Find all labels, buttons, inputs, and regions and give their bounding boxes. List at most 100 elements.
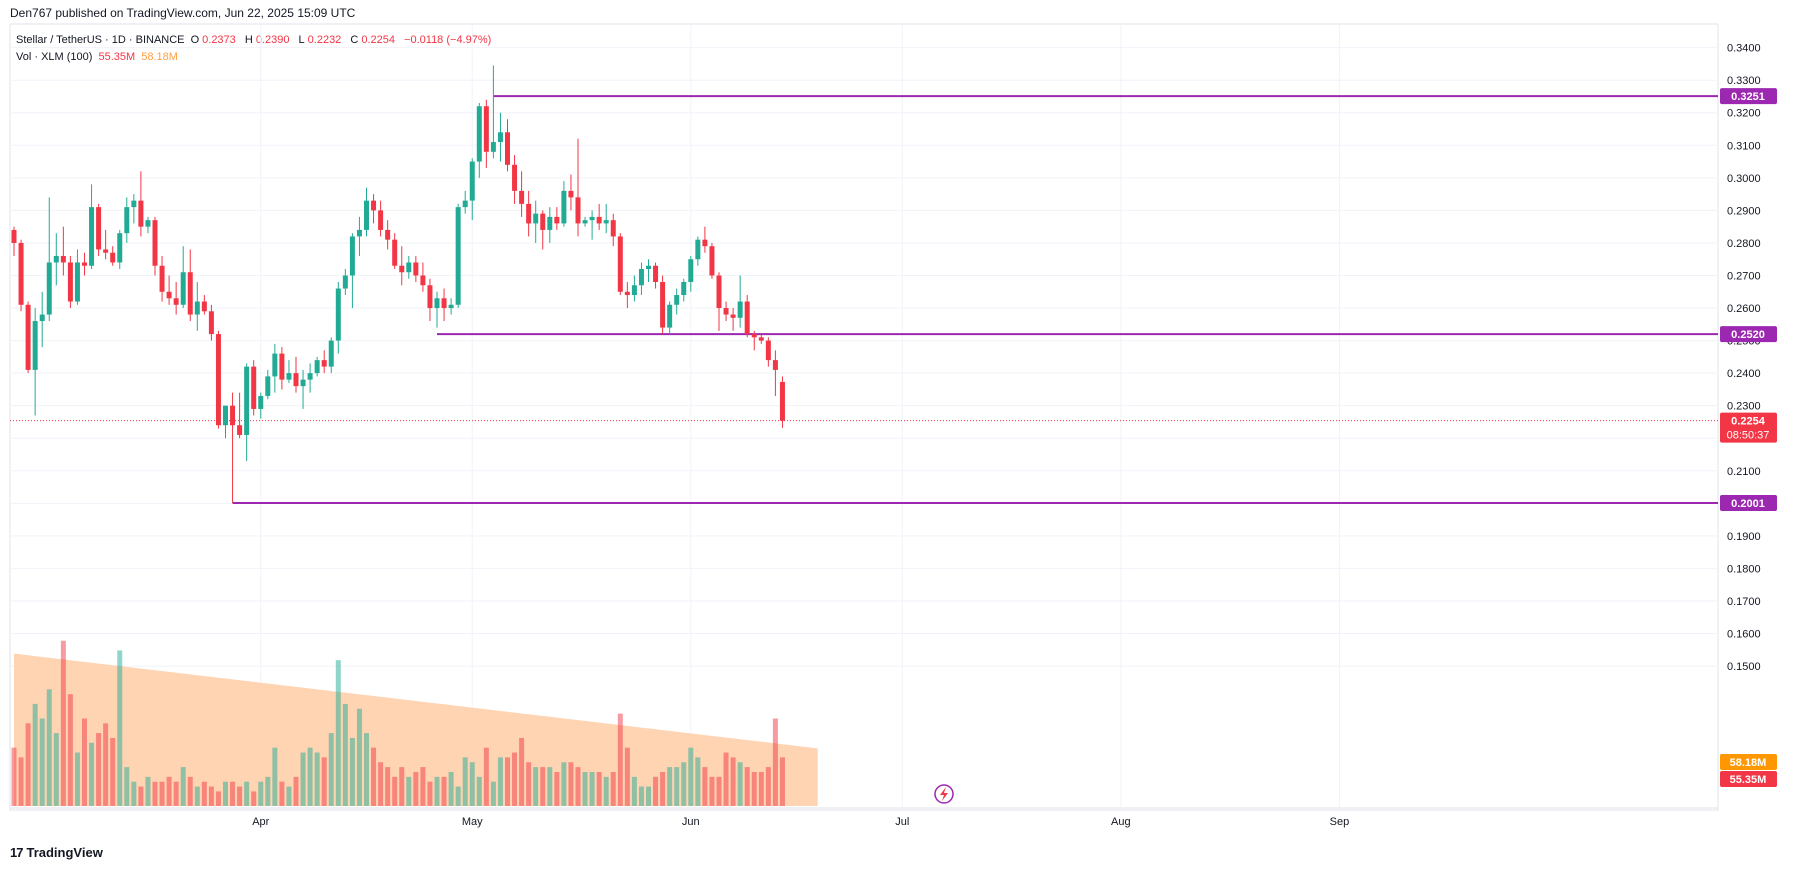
candlesticks <box>11 65 785 504</box>
volume-bar <box>533 767 539 806</box>
level-price-tag-bg <box>1720 495 1777 512</box>
price-tick-label: 0.3000 <box>1727 173 1761 185</box>
candle-body <box>596 216 602 224</box>
volume-bar <box>483 747 489 806</box>
volume-bar <box>110 737 116 806</box>
price-tick-label: 0.3200 <box>1727 108 1761 120</box>
volume-bar <box>434 776 440 806</box>
candle-body <box>230 405 236 426</box>
candle-body <box>758 337 764 341</box>
volume-bar <box>455 786 461 806</box>
candle-body <box>11 229 17 243</box>
volume-bar <box>660 771 666 806</box>
volume-bar <box>124 767 130 806</box>
volume-bar <box>765 767 771 806</box>
volume-bar <box>32 703 38 806</box>
candle-body <box>702 239 708 247</box>
price-tick-label: 0.3100 <box>1727 140 1761 152</box>
price-tags: 0.3251 0.2520 0.2001 0.2254 08:50:37 58.18M 55… <box>1720 88 1777 787</box>
volume-bar <box>448 771 454 806</box>
candle-body <box>646 265 651 269</box>
candle-body <box>82 262 87 266</box>
volume-bar <box>39 718 45 806</box>
volume-bar <box>46 689 52 806</box>
candle-body <box>187 272 193 315</box>
volume-bar <box>744 767 750 806</box>
volume-label[interactable]: Vol · XLM (100) <box>16 51 93 63</box>
candle-body <box>448 304 454 309</box>
candle-body <box>293 373 299 387</box>
volume-bar <box>89 742 95 806</box>
tradingview-brand[interactable]: 17 TradingView <box>10 845 103 860</box>
candle-body <box>39 314 45 322</box>
price-tick-label: 0.1600 <box>1727 629 1761 641</box>
volume-bar <box>582 771 588 806</box>
candle-body <box>237 425 243 435</box>
candle-body <box>462 200 468 208</box>
volume-bar <box>279 781 285 806</box>
candle-body <box>737 301 743 318</box>
candle-body <box>180 272 186 305</box>
volume-bar <box>589 771 595 806</box>
volume-bar <box>371 747 377 806</box>
price-chart[interactable]: 0.3400 0.3300 0.3200 0.3100 0.3000 0.2900 0.28… <box>0 0 1794 840</box>
volume-bar <box>74 752 80 806</box>
price-tick-label: 0.2100 <box>1727 466 1761 478</box>
volume-bar <box>152 781 158 806</box>
volume-bar <box>561 762 567 806</box>
volume-bar <box>596 771 602 806</box>
candle-body <box>32 321 38 370</box>
candle-body <box>547 216 553 230</box>
low-value: 0.2232 <box>307 34 342 46</box>
candle-body <box>117 233 123 263</box>
volume-bar <box>53 733 59 806</box>
candle-body <box>74 262 80 302</box>
volume-bar <box>610 771 616 806</box>
volume-bar <box>131 781 137 806</box>
symbol-name[interactable]: Stellar / TetherUS · 1D · BINANCE <box>16 34 185 46</box>
volume-bar <box>709 776 715 806</box>
candle-body <box>779 381 785 421</box>
symbol-legend: Stellar / TetherUS · 1D · BINANCE O 0.237… <box>16 34 494 46</box>
countdown-tag: 08:50:37 <box>1727 430 1770 442</box>
lightning-icon[interactable] <box>934 784 954 804</box>
volume-bar <box>237 786 243 806</box>
level-price-tag: 0.3251 <box>1731 91 1765 103</box>
candle-body <box>674 295 680 305</box>
candle-body <box>638 268 644 286</box>
price-tick-label: 0.2900 <box>1727 205 1761 217</box>
candle-body <box>378 210 384 230</box>
volume-bar <box>138 786 144 806</box>
candle-body <box>653 265 659 282</box>
candle-body <box>201 301 207 312</box>
price-tick-label: 0.1900 <box>1727 531 1761 543</box>
candle-body <box>568 190 574 198</box>
candle-body <box>624 291 630 296</box>
level-price-tag-bg <box>1720 326 1777 343</box>
volume-bar <box>378 762 384 806</box>
candle-body <box>349 236 355 276</box>
candle-body <box>399 265 405 273</box>
price-axis: 0.3400 0.3300 0.3200 0.3100 0.3000 0.2900 0.28… <box>1727 43 1761 673</box>
candle-body <box>709 246 715 276</box>
volume-bar <box>575 767 581 806</box>
volume-bar <box>751 771 757 806</box>
price-tick-label: 0.2700 <box>1727 270 1761 282</box>
volume-bar <box>568 762 574 806</box>
candle-body <box>342 275 348 289</box>
volume-bar <box>406 776 412 806</box>
open-value: 0.2373 <box>202 34 236 46</box>
close-label: C <box>350 34 359 46</box>
candle-body <box>286 373 292 380</box>
volume-bar <box>737 762 743 806</box>
volume-bar <box>526 762 532 806</box>
candle-body <box>25 304 31 370</box>
candle-body <box>490 142 496 152</box>
high-value: 0.2390 <box>255 34 290 46</box>
price-tick-label: 0.1700 <box>1727 596 1761 608</box>
volume-ma-value: 58.18M <box>141 51 178 63</box>
volume-bar <box>103 723 109 806</box>
time-tick-label: Apr <box>252 816 269 828</box>
volume-bar <box>335 660 341 806</box>
time-tick-label: Jun <box>682 816 700 828</box>
